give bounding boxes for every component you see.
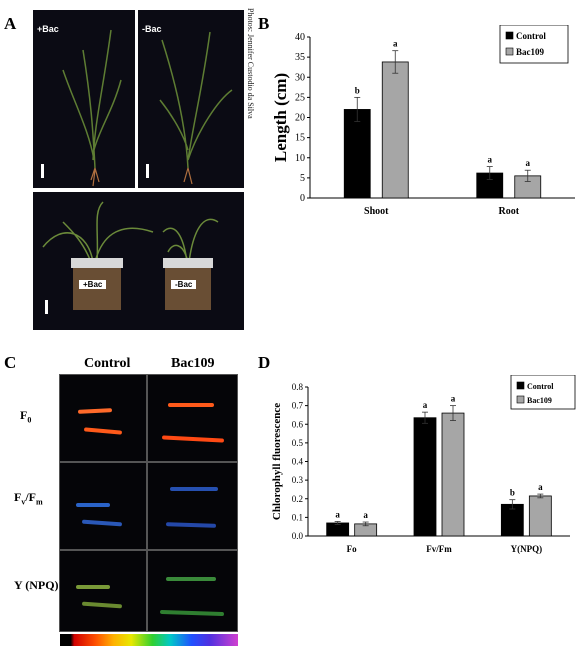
significance-letter: a (423, 400, 428, 410)
bar (528, 495, 552, 537)
legend-swatch (516, 395, 525, 404)
photo-pots: +Bac -Bac (33, 192, 244, 330)
leaf-image (81, 519, 123, 527)
significance-letter: a (488, 155, 493, 165)
y-axis-title: Chlorophyll fluorescence (271, 403, 283, 520)
pot-label-minus-bac: -Bac (171, 280, 197, 289)
column-label-control: Control (84, 356, 131, 371)
legend-swatch (516, 381, 525, 390)
significance-letter: a (526, 158, 531, 168)
fluorescence-control-f0 (59, 374, 147, 462)
legend-label: Bac109 (516, 47, 544, 57)
y-tick-label: 10 (295, 153, 305, 164)
leaf-image (159, 609, 225, 617)
pot-label-plus-bac: +Bac (79, 280, 107, 289)
leaf-image (77, 408, 113, 414)
fluorescence-bac-y-npq (147, 550, 238, 632)
leaf-image (166, 577, 216, 581)
leaf-image (170, 487, 218, 491)
chart-b-length: 0 5 10 15 20 25 30 35 40 Length (cm) b a Shoot a a Root… (271, 25, 575, 215)
y-tick-label: 40 (295, 32, 305, 43)
y-tick-label: 0.5 (292, 438, 304, 448)
y-tick-label: 20 (295, 113, 305, 124)
y-tick-label: 0.7 (292, 401, 304, 411)
bar (441, 412, 465, 537)
plant-illustration (159, 31, 233, 185)
category-label: Fo (347, 544, 357, 554)
significance-letter: a (451, 394, 456, 404)
photo-label-minus-bac: -Bac (142, 24, 162, 34)
category-label: Root (498, 206, 519, 215)
y-tick-label: 5 (300, 173, 305, 184)
fluorescence-control-fv-fm (59, 462, 147, 550)
y-tick-label: 15 (295, 133, 305, 144)
column-label-bac109: Bac109 (171, 356, 215, 371)
bar (413, 417, 437, 537)
fluorescence-control-y-npq (59, 550, 147, 632)
scale-bar (45, 300, 48, 314)
leaf-image (168, 403, 214, 407)
row-label-f0: F0 (20, 408, 32, 425)
bar (381, 61, 409, 199)
y-tick-label: 0.4 (292, 457, 304, 467)
y-tick-label: 0.2 (292, 494, 303, 504)
chart-d-chlorophyll: 0.0 0.1 0.2 0.3 0.4 0.5 0.6 0.7 0.8 Chlorophyll f… (271, 375, 576, 554)
category-label: Shoot (364, 206, 389, 215)
leaf-image (165, 522, 217, 528)
leaf-image (76, 503, 110, 507)
legend-box (499, 25, 569, 64)
scale-bar (41, 164, 44, 178)
significance-letter: a (393, 39, 398, 49)
category-label: Fv/Fm (426, 544, 452, 554)
significance-letter: b (510, 488, 515, 498)
y-tick-label: 0.1 (292, 512, 303, 522)
pots-illustration (42, 201, 219, 310)
photo-plant-with-bac: +Bac (33, 10, 135, 188)
photo-label-plus-bac: +Bac (37, 24, 59, 34)
legend-label: Control (527, 382, 554, 391)
leaf-image (83, 427, 123, 435)
y-tick-label: 0.0 (292, 531, 304, 541)
significance-letter: a (335, 509, 340, 519)
panel-label-b: B (258, 14, 270, 33)
row-label-y-npq: Y (NPQ) (14, 578, 59, 592)
y-tick-label: 30 (295, 72, 305, 83)
plant-illustration (62, 29, 122, 187)
panel-label-d: D (258, 353, 271, 372)
category-label: Y(NPQ) (511, 544, 543, 554)
scale-bar (146, 164, 149, 178)
legend-swatch (505, 31, 514, 40)
y-tick-label: 0.3 (292, 475, 304, 485)
bar (326, 522, 350, 537)
leaf-image (81, 601, 123, 609)
significance-letter: a (538, 482, 543, 492)
legend-label: Bac109 (527, 396, 552, 405)
significance-letter: b (355, 85, 360, 95)
panel-label-a: A (4, 14, 17, 33)
y-tick-label: 0 (300, 193, 305, 204)
y-tick-label: 0.8 (292, 382, 304, 392)
legend-label: Control (516, 31, 546, 41)
photo-plant-without-bac: -Bac (138, 10, 244, 188)
photo-credit: Photos: Jennifer Custodio da Silva (246, 8, 255, 119)
legend-box (510, 375, 576, 410)
panel-label-c: C (4, 353, 17, 372)
fluorescence-bac-f0 (147, 374, 238, 462)
legend-swatch (505, 47, 514, 56)
y-tick-label: 35 (295, 52, 305, 63)
leaf-image (161, 435, 225, 443)
row-label-fv-fm: Fv/Fm (14, 490, 43, 507)
significance-letter: a (363, 510, 368, 520)
y-tick-label: 25 (295, 92, 305, 103)
fluorescence-color-scale (60, 634, 238, 646)
y-tick-label: 0.6 (292, 419, 304, 429)
y-axis-title: Length (cm) (271, 73, 290, 162)
leaf-image (76, 585, 110, 589)
fluorescence-bac-fv-fm (147, 462, 238, 550)
bar (343, 109, 371, 199)
